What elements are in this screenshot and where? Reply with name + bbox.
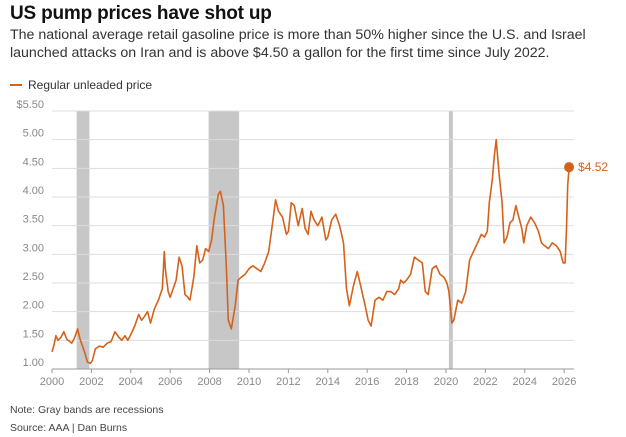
endpoint-marker bbox=[564, 162, 575, 173]
x-tick-label: 2008 bbox=[197, 376, 221, 388]
series-line bbox=[51, 138, 570, 365]
x-tick-label: 2016 bbox=[355, 376, 379, 388]
y-gridlines bbox=[52, 110, 574, 370]
y-tick-label: 1.50 bbox=[23, 328, 44, 340]
chart-subtitle: The national average retail gasoline pri… bbox=[10, 27, 586, 61]
recession-band bbox=[208, 111, 240, 369]
legend: Regular unleaded price bbox=[10, 78, 152, 92]
chart-title: US pump prices have shot up bbox=[10, 3, 272, 24]
endpoint-label: $4.52 bbox=[578, 160, 608, 174]
recession-band bbox=[76, 111, 90, 369]
x-tick-label: 2000 bbox=[40, 376, 64, 388]
x-tick-label: 2022 bbox=[473, 376, 497, 388]
x-tick-label: 2010 bbox=[237, 376, 261, 388]
x-tick-label: 2018 bbox=[394, 376, 418, 388]
chart-source: Source: AAA | Dan Burns bbox=[10, 422, 128, 434]
x-axis: 2000 2002 2004 2006 2008 2010 2012 2014 2016 2018… bbox=[40, 369, 576, 388]
y-tick-label: 3.50 bbox=[23, 214, 44, 226]
x-tick-label: 2020 bbox=[434, 376, 458, 388]
legend-swatch bbox=[10, 84, 22, 86]
y-tick-label: 3.00 bbox=[23, 242, 44, 254]
x-tick-label: 2002 bbox=[79, 376, 103, 388]
y-tick-label: 2.50 bbox=[23, 271, 44, 283]
x-tick-label: 2006 bbox=[158, 376, 182, 388]
x-tick-label: 2012 bbox=[276, 376, 300, 388]
line-chart: $5.50 5.00 4.50 4.00 3.50 3.00 2.50 2.00 1.50 1.0… bbox=[16, 99, 608, 388]
x-tick-label: 2024 bbox=[513, 376, 537, 388]
legend-label: Regular unleaded price bbox=[28, 78, 153, 92]
y-tick-label: 1.00 bbox=[23, 357, 44, 369]
recession-band bbox=[448, 111, 453, 369]
annotation-layer: $4.52 bbox=[564, 160, 608, 174]
x-tick-label: 2014 bbox=[316, 376, 340, 388]
y-tick-label: 2.00 bbox=[23, 300, 44, 312]
recession-bands bbox=[76, 111, 453, 369]
series-layer bbox=[51, 138, 570, 365]
y-tick-label: 4.00 bbox=[23, 185, 44, 197]
y-axis: $5.50 5.00 4.50 4.00 3.50 3.00 2.50 2.00 1.50 1.0… bbox=[16, 99, 44, 369]
x-tick-label: 2026 bbox=[552, 376, 576, 388]
chart-note: Note: Gray bands are recessions bbox=[10, 404, 164, 416]
y-tick-label: 5.00 bbox=[23, 128, 44, 140]
y-tick-label: 4.50 bbox=[23, 156, 44, 168]
y-tick-label: $5.50 bbox=[16, 99, 44, 111]
x-tick-label: 2004 bbox=[119, 376, 143, 388]
